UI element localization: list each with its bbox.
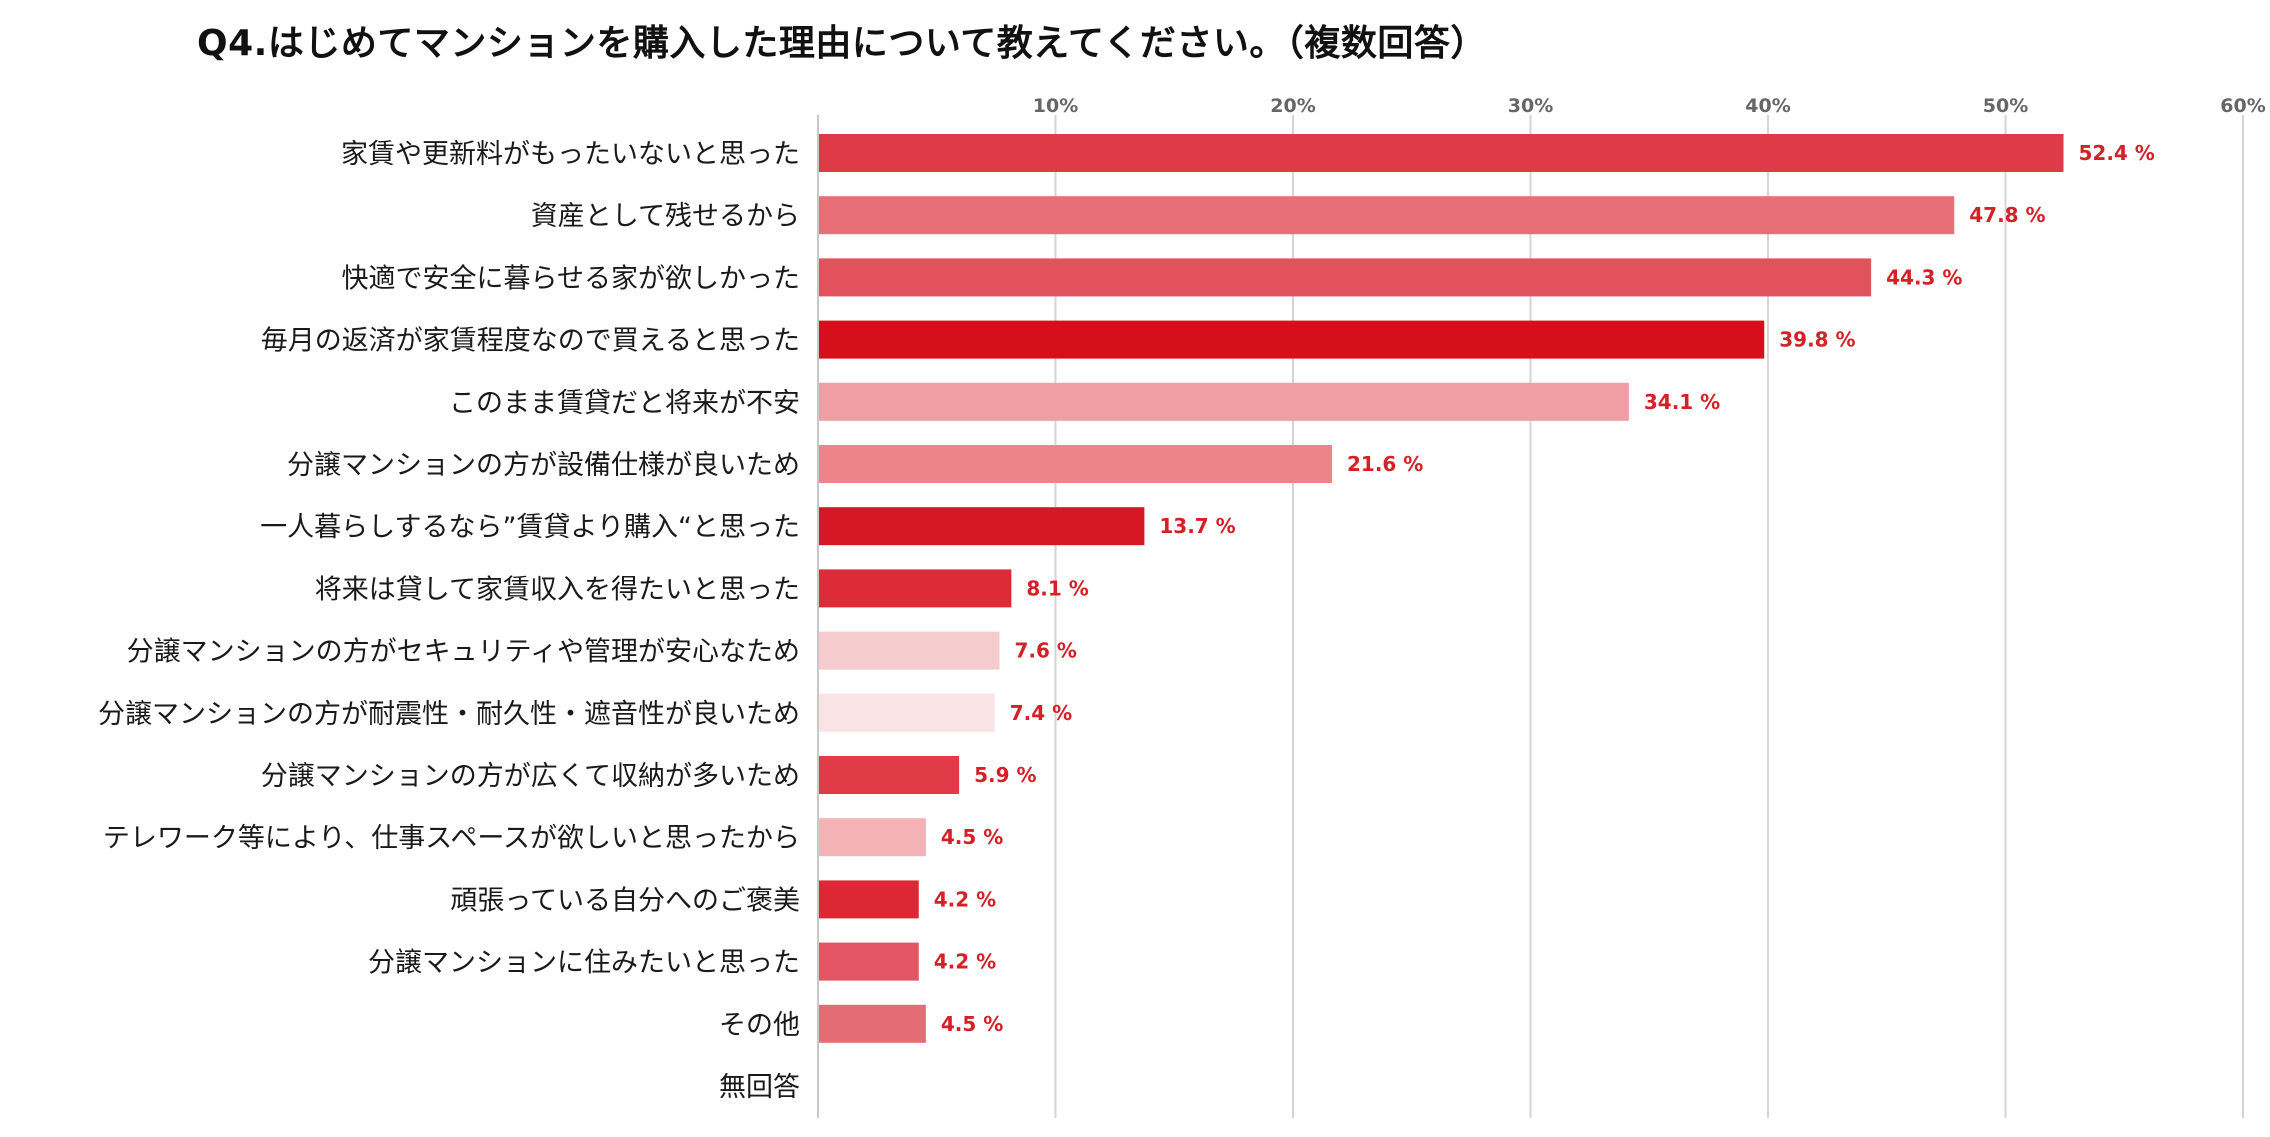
category-label: 将来は貸して家賃収入を得たいと思った xyxy=(315,574,800,605)
value-label: 7.6 % xyxy=(1015,639,1077,663)
category-label: 分譲マンションの方が設備仕様が良いため xyxy=(287,450,800,481)
bar xyxy=(819,134,2064,172)
value-label: 4.5 % xyxy=(941,825,1003,849)
category-label: 一人暮らしするなら”賃貸より購入“と思った xyxy=(260,512,800,543)
value-label: 4.2 % xyxy=(934,887,996,911)
value-label: 44.3 % xyxy=(1886,265,1962,289)
value-label: 21.6 % xyxy=(1347,452,1423,476)
bar xyxy=(819,693,995,732)
bar xyxy=(819,196,1955,235)
category-label: テレワーク等により、仕事スペースが欲しいと思ったから xyxy=(103,823,800,854)
value-label: 8.1 % xyxy=(1026,576,1088,600)
value-label: 5.9 % xyxy=(974,763,1036,787)
value-label: 47.8 % xyxy=(1969,203,2045,227)
value-label: 4.2 % xyxy=(934,950,996,974)
value-label: 13.7 % xyxy=(1159,514,1235,538)
bar xyxy=(819,942,919,981)
value-label: 39.8 % xyxy=(1779,328,1855,352)
bar xyxy=(819,756,960,794)
category-label: 家賃や更新料がもったいないと思った xyxy=(341,139,800,170)
bar xyxy=(819,507,1145,546)
x-tick-label: 10% xyxy=(1033,95,1078,117)
value-label: 34.1 % xyxy=(1644,390,1720,414)
value-label: 4.5 % xyxy=(941,1012,1003,1036)
bar xyxy=(819,631,1000,670)
bar xyxy=(819,880,919,919)
bar xyxy=(819,1004,926,1043)
bar xyxy=(819,258,1872,297)
x-tick-label: 20% xyxy=(1270,95,1315,117)
bar xyxy=(819,445,1332,483)
x-tick-label: 50% xyxy=(1983,95,2028,117)
bar xyxy=(819,320,1765,359)
category-label: その他 xyxy=(719,1010,800,1041)
category-label: 分譲マンションに住みたいと思った xyxy=(368,948,800,979)
chart-title: Q4.はじめてマンションを購入した理由について教えてください。（複数回答） xyxy=(197,23,1487,64)
category-label: このまま賃貸だと将来が不安 xyxy=(449,388,800,419)
category-label: 分譲マンションの方がセキュリティや管理が安心なため xyxy=(127,637,800,668)
category-label: 無回答 xyxy=(719,1072,800,1103)
category-label: 分譲マンションの方が広くて収納が多いため xyxy=(261,761,800,792)
x-tick-label: 60% xyxy=(2220,95,2265,117)
category-label: 快適で安全に暮らせる家が欲しかった xyxy=(342,263,800,294)
bar xyxy=(819,818,926,857)
category-label: 資産として残せるから xyxy=(531,201,800,232)
x-tick-label: 40% xyxy=(1745,95,1790,117)
value-label: 7.4 % xyxy=(1010,701,1072,725)
value-label: 52.4 % xyxy=(2079,141,2155,165)
category-label: 分譲マンションの方が耐震性・耐久性・遮音性が良いため xyxy=(98,699,800,730)
category-label: 頑張っている自分へのご褒美 xyxy=(450,885,800,916)
bar xyxy=(819,569,1012,608)
x-tick-label: 30% xyxy=(1508,95,1553,117)
category-label: 毎月の返済が家賃程度なので買えると思った xyxy=(261,326,800,357)
bar xyxy=(819,382,1629,421)
